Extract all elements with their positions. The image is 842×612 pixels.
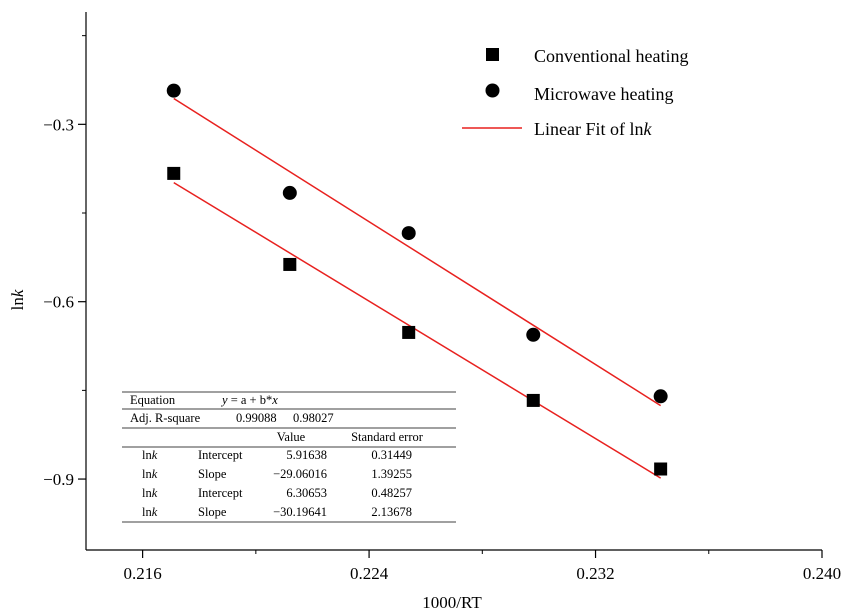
conventional-heating-point: [526, 393, 540, 407]
microwave-heating-point: [526, 327, 541, 342]
y-axis-title: lnk: [8, 289, 27, 310]
table-row-name: lnk: [142, 486, 158, 500]
x-axis-title: 1000/RT: [422, 593, 482, 612]
y-tick-label: −0.6: [43, 293, 74, 312]
x-tick-label: 0.232: [576, 564, 614, 583]
x-tick-label: 0.240: [803, 564, 841, 583]
table-row-value: −30.19641: [273, 505, 327, 519]
data-points: [166, 83, 668, 476]
legend: Conventional heating Microwave heating L…: [462, 46, 688, 139]
legend-label-microwave: Microwave heating: [534, 84, 673, 104]
table-row-error: 0.48257: [371, 486, 412, 500]
y-tick-label: −0.9: [43, 470, 74, 489]
table-row-error: 2.13678: [371, 505, 412, 519]
axes: 0.216 0.224 0.232 0.240 −0.3 −0.6 −0.9: [43, 12, 841, 583]
table-row-value: −29.06016: [273, 467, 327, 481]
microwave-heating-point: [653, 389, 668, 404]
table-rows: lnk Intercept 5.91638 0.31449 lnk Slope −29.06…: [142, 448, 412, 519]
y-tick-label: −0.3: [43, 115, 74, 134]
legend-label-linear-fit: Linear Fit of lnk: [534, 119, 652, 139]
conventional-heating-point: [654, 462, 668, 476]
fit-line: [173, 97, 662, 407]
fit-lines: [173, 97, 662, 479]
table-header-value: Value: [277, 430, 306, 444]
table-row-name: lnk: [142, 467, 158, 481]
microwave-heating-point: [401, 226, 416, 241]
conventional-heating-point: [283, 257, 297, 271]
table-row-value: 5.91638: [286, 448, 327, 462]
conventional-heating-point: [167, 166, 181, 180]
x-tick-label: 0.224: [350, 564, 389, 583]
legend-circle-marker: [485, 83, 500, 98]
legend-square-marker: [486, 48, 499, 61]
table-row-param: Intercept: [198, 448, 243, 462]
table-row-param: Slope: [198, 467, 227, 481]
fit-line: [173, 181, 662, 479]
x-tick-label: 0.216: [123, 564, 161, 583]
table-row-param: Slope: [198, 505, 227, 519]
table-row-error: 0.31449: [371, 448, 412, 462]
table-adj-r-value: 0.99088: [236, 411, 277, 425]
fit-table: Equation y = a + b*x Adj. R-square 0.990…: [122, 391, 456, 523]
table-row-param: Intercept: [198, 486, 243, 500]
table-row-name: lnk: [142, 448, 158, 462]
table-row-value: 6.30653: [286, 486, 327, 500]
conventional-heating-point: [402, 325, 416, 339]
table-header-error: Standard error: [351, 430, 424, 444]
legend-label-conventional: Conventional heating: [534, 46, 688, 66]
microwave-heating-point: [282, 185, 297, 200]
table-adj-r-label: Adj. R-square: [130, 411, 201, 425]
microwave-heating-point: [166, 83, 181, 98]
table-equation-label: Equation: [130, 393, 176, 407]
table-adj-r-value: 0.98027: [293, 411, 334, 425]
table-equation: y = a + b*x: [220, 393, 278, 407]
table-row-error: 1.39255: [371, 467, 412, 481]
table-row-name: lnk: [142, 505, 158, 519]
